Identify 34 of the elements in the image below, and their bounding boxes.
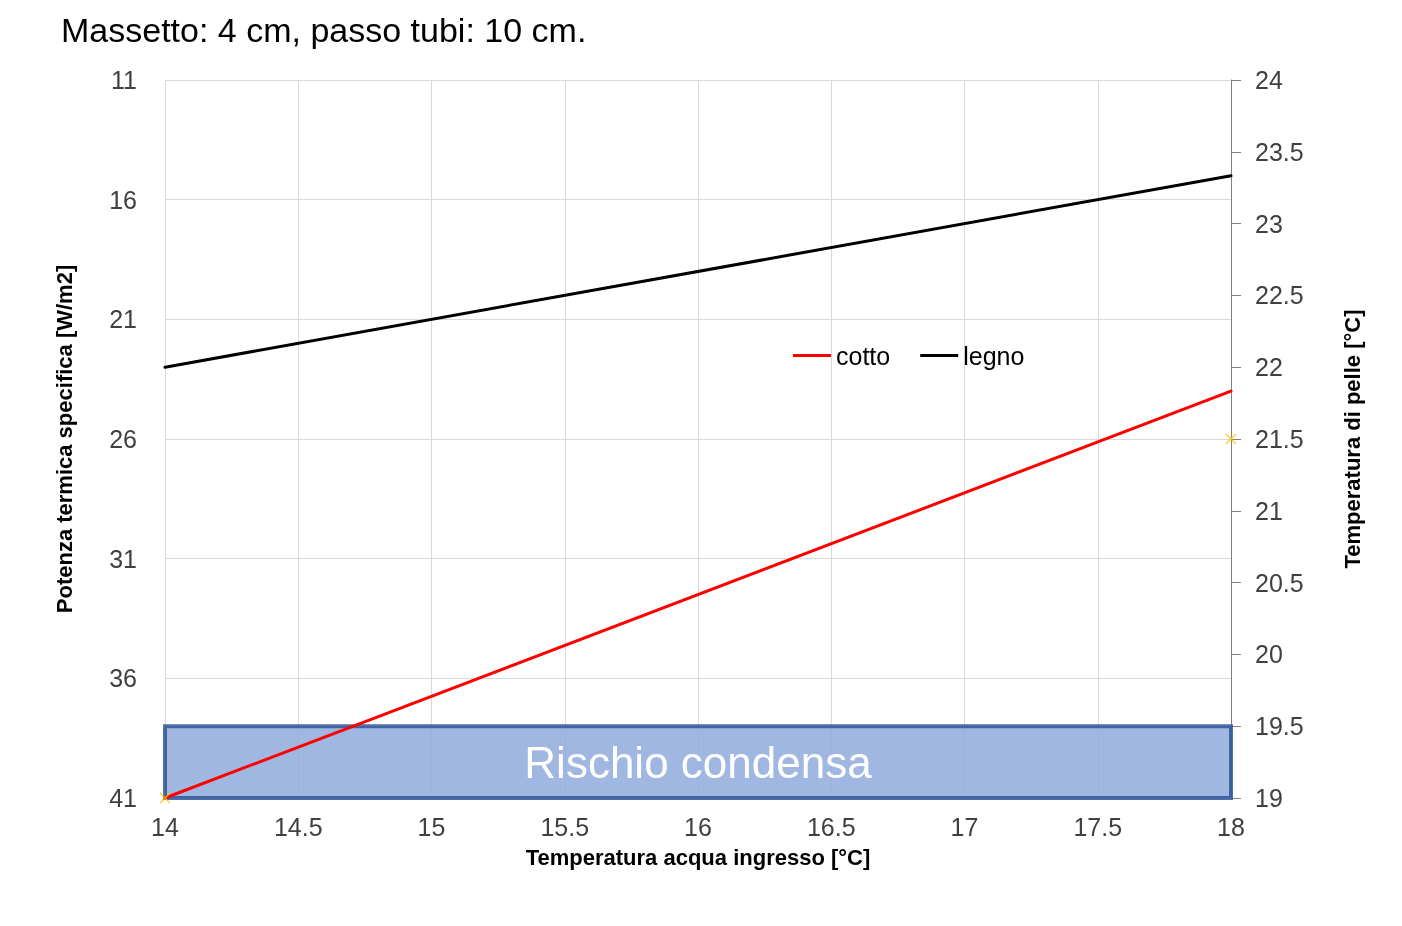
x-axis-title: Temperatura acqua ingresso [°C] xyxy=(525,844,871,870)
x-tick-label: 15.5 xyxy=(540,812,590,841)
x-tick-label: 17.5 xyxy=(1073,812,1123,841)
x-tick-label: 16 xyxy=(684,812,712,841)
y-tick-label: 31 xyxy=(109,544,137,573)
y-tick-label: 36 xyxy=(109,664,137,693)
x-tick-label: 18 xyxy=(1217,812,1245,841)
y-axis-title: Potenza termica specifica [W/m2] xyxy=(51,264,77,614)
y2-tick-label: 23.5 xyxy=(1255,137,1304,166)
y2-tick-label: 24 xyxy=(1255,66,1283,94)
y-tick-label: 41 xyxy=(109,784,137,812)
x-tick-label: 14.5 xyxy=(273,812,323,841)
x-tick-label: 14 xyxy=(151,812,179,841)
x-tick-label: 17 xyxy=(950,812,979,841)
chart-title: Massetto: 4 cm, passo tubi: 10 cm. xyxy=(61,11,587,49)
band-label: Rischio condensa xyxy=(524,737,873,787)
legend-label: cotto xyxy=(836,341,891,370)
y-tick-label: 11 xyxy=(111,66,137,94)
x-tick-label: 16.5 xyxy=(806,812,856,841)
y2-tick-label: 20 xyxy=(1255,640,1283,669)
y2-axis-title: Temperatura di pelle [°C] xyxy=(1339,309,1365,569)
y2-tick-label: 22 xyxy=(1255,353,1283,382)
y-tick-label: 26 xyxy=(109,425,137,453)
legend-label: legno xyxy=(963,341,1025,370)
y-tick-label: 21 xyxy=(109,305,137,334)
y2-tick-label: 22.5 xyxy=(1255,281,1304,310)
y2-tick-label: 21.5 xyxy=(1255,425,1304,453)
y2-tick-label: 23 xyxy=(1255,209,1283,238)
y2-tick-label: 21 xyxy=(1255,496,1283,525)
x-tick-label: 15 xyxy=(417,812,446,841)
y2-tick-label: 19.5 xyxy=(1255,712,1304,741)
y2-tick-label: 20.5 xyxy=(1255,568,1304,597)
y-tick-label: 16 xyxy=(109,185,137,214)
y2-tick-label: 19 xyxy=(1255,784,1283,812)
